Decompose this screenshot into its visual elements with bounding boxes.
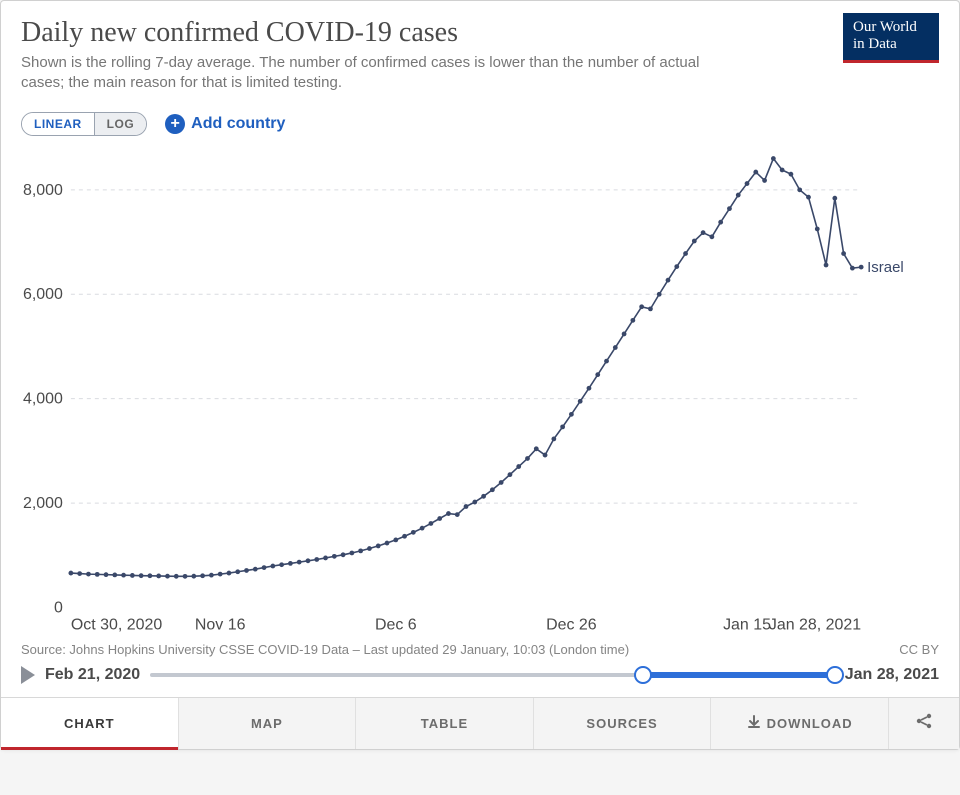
tab-label: SOURCES: [586, 716, 657, 731]
tab-label: CHART: [64, 716, 115, 731]
svg-text:6,000: 6,000: [23, 286, 63, 303]
svg-text:2,000: 2,000: [23, 495, 63, 512]
tab-chart[interactable]: CHART: [1, 698, 179, 749]
add-country-button[interactable]: + Add country: [165, 114, 285, 134]
svg-text:Israel: Israel: [867, 259, 904, 276]
tab-map[interactable]: MAP: [179, 698, 357, 749]
chart-subtitle: Shown is the rolling 7-day average. The …: [21, 53, 741, 94]
tab-label: MAP: [251, 716, 283, 731]
svg-text:Nov 16: Nov 16: [195, 616, 246, 633]
svg-text:Dec 6: Dec 6: [375, 616, 417, 633]
view-tabs: CHART MAP TABLE SOURCES DOWNLOAD: [1, 697, 959, 749]
svg-text:8,000: 8,000: [23, 181, 63, 198]
timeline-end-label: Jan 28, 2021: [845, 666, 939, 684]
line-chart: 0 2,000 4,000 6,000 8,000 Oct 30, 2020 Nov 16 D…: [21, 146, 939, 636]
logo-line-1: Our World: [853, 19, 929, 36]
plus-icon: +: [165, 114, 185, 134]
share-icon: [915, 712, 933, 735]
timeline-fill: [643, 672, 835, 678]
chart-title: Daily new confirmed COVID-19 cases: [21, 17, 939, 49]
tab-sources[interactable]: SOURCES: [534, 698, 712, 749]
logo-line-2: in Data: [853, 36, 929, 53]
owid-logo: Our World in Data: [843, 13, 939, 63]
play-icon[interactable]: [21, 666, 35, 684]
scale-log-option[interactable]: LOG: [95, 113, 147, 135]
scale-linear-option[interactable]: LINEAR: [22, 113, 95, 135]
download-icon: [747, 715, 761, 732]
svg-text:0: 0: [54, 599, 63, 616]
tab-download[interactable]: DOWNLOAD: [711, 698, 889, 749]
svg-text:4,000: 4,000: [23, 390, 63, 407]
svg-text:Oct 30, 2020: Oct 30, 2020: [71, 616, 162, 633]
tab-table[interactable]: TABLE: [356, 698, 534, 749]
tab-label: DOWNLOAD: [767, 716, 853, 731]
timeline-track[interactable]: [150, 665, 835, 685]
source-text: Source: Johns Hopkins University CSSE CO…: [21, 642, 629, 657]
scale-toggle[interactable]: LINEAR LOG: [21, 112, 147, 136]
svg-text:Dec 26: Dec 26: [546, 616, 597, 633]
tab-share[interactable]: [889, 698, 959, 749]
tab-label: TABLE: [421, 716, 468, 731]
add-country-label: Add country: [191, 115, 285, 133]
svg-text:Jan 28, 2021: Jan 28, 2021: [769, 616, 861, 633]
timeline-handle-start[interactable]: [634, 666, 652, 684]
timeline-handle-end[interactable]: [826, 666, 844, 684]
license-text[interactable]: CC BY: [899, 642, 939, 657]
timeline-start-label: Feb 21, 2020: [45, 666, 140, 684]
svg-text:Jan 15: Jan 15: [723, 616, 771, 633]
